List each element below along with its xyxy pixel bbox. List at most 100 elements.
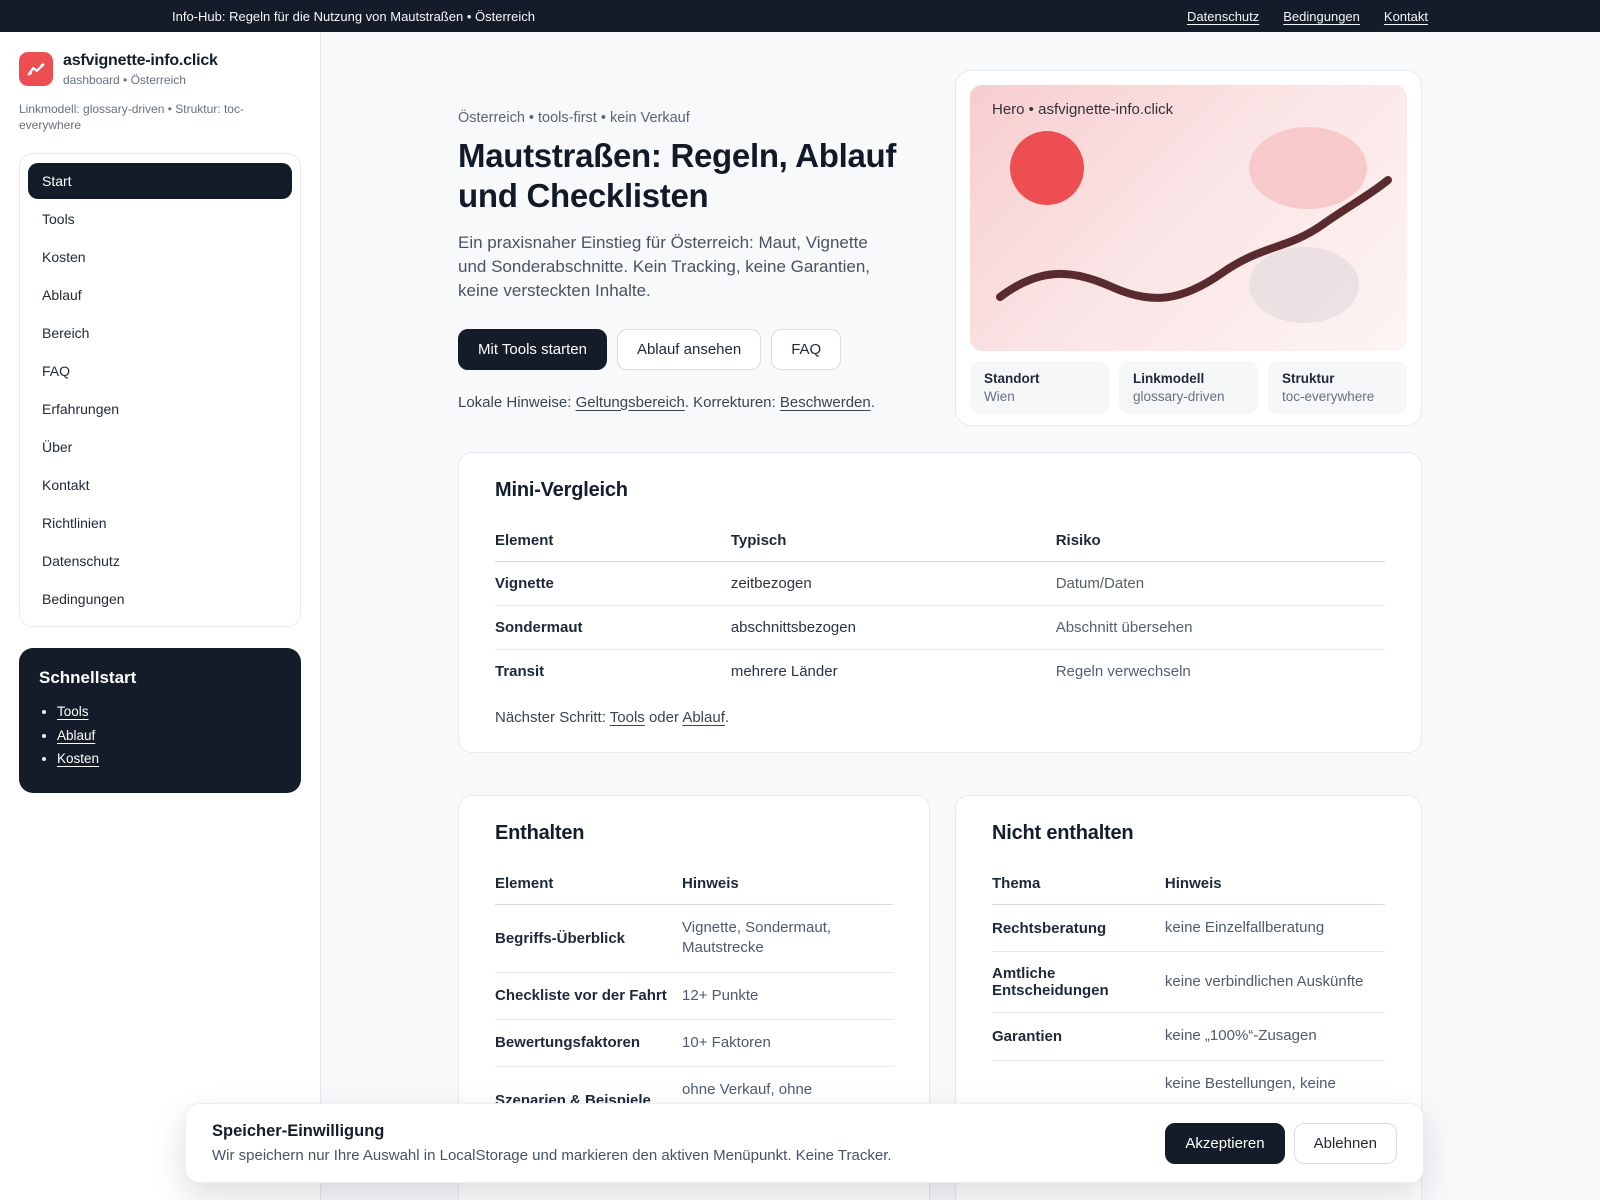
sidebar-item-über[interactable]: Über xyxy=(42,439,73,456)
table-cell: keine „100%“-Zusagen xyxy=(1164,1012,1385,1061)
enthalten-table: Element Hinweis Begriffs-Überblick Vignette… xyxy=(495,863,893,1200)
sidebar-nav: Start Tools Kosten Ablauf Bereich FAQ Erfahrun… xyxy=(19,153,301,628)
sidebar: asfvignette-info.click dashboard • Öster… xyxy=(0,32,321,1200)
consent-text: Wir speichern nur Ihre Auswahl in LocalS… xyxy=(212,1147,892,1164)
local-hints: Lokale Hinweise: Geltungsbereich. Korrek… xyxy=(458,394,920,411)
next-mid: oder xyxy=(644,709,683,726)
sidebar-item-ablauf[interactable]: Ablauf xyxy=(42,287,82,304)
table-cell: Regeln verwechseln xyxy=(1055,663,1191,680)
sidebar-item-tools[interactable]: Tools xyxy=(42,211,75,228)
sidebar-item-kontakt[interactable]: Kontakt xyxy=(42,477,90,494)
consent-banner: Speicher-Einwilligung Wir speichern nur … xyxy=(185,1103,1424,1183)
next-suffix: . xyxy=(724,709,730,726)
geltungsbereich-link[interactable]: Geltungsbereich xyxy=(575,393,685,411)
next-prefix: Nächster Schritt: xyxy=(495,709,610,726)
nicht-enthalten-title: Nicht enthalten xyxy=(992,822,1134,844)
intro-text: Ein praxisnaher Einstieg für Österreich:… xyxy=(458,233,871,301)
sidebar-item-bereich[interactable]: Bereich xyxy=(42,325,90,342)
ablauf-link[interactable]: Ablauf xyxy=(682,709,725,726)
table-cell: Checkliste vor der Fahrt xyxy=(495,972,683,1020)
beschwerden-link[interactable]: Beschwerden xyxy=(779,393,871,411)
table-row: Bewertungsfaktoren 10+ Faktoren xyxy=(495,1019,893,1068)
topbar-link-kontakt[interactable]: Kontakt xyxy=(1383,8,1428,24)
table-cell: Vignette xyxy=(495,561,731,606)
main: Österreich • tools-first • kein Verkauf … xyxy=(321,32,1600,1200)
sidebar-item-erfahrungen[interactable]: Erfahrungen xyxy=(42,401,120,418)
table-cell: keine Bestellungen, keine xyxy=(1164,1074,1336,1092)
view-ablauf-button[interactable]: Ablauf ansehen xyxy=(616,328,762,370)
table-cell: Garantien xyxy=(992,1012,1165,1061)
topbar-link-bedingungen[interactable]: Bedingungen xyxy=(1283,8,1360,24)
consent-title: Speicher-Einwilligung xyxy=(212,1122,385,1140)
quickstart-item: Ablauf xyxy=(57,724,281,748)
column-header-hinweis: Hinweis xyxy=(682,863,893,905)
quickstart-link-tools[interactable]: Tools xyxy=(57,704,89,720)
table-row: Garantien keine „100%“-Zusagen xyxy=(992,1012,1385,1061)
sidebar-item-richtlinien[interactable]: Richtlinien xyxy=(42,515,107,532)
brand-chart-icon xyxy=(19,52,53,86)
tools-link[interactable]: Tools xyxy=(609,709,645,726)
table-header-row: Element Typisch Risiko xyxy=(495,520,1385,562)
sidebar-item-faq[interactable]: FAQ xyxy=(42,363,71,380)
table-cell: 10+ Faktoren xyxy=(682,1019,893,1068)
enthalten-title: Enthalten xyxy=(495,822,585,844)
sidebar-item-bedingungen[interactable]: Bedingungen xyxy=(42,591,125,608)
hints-mid: . Korrekturen: xyxy=(684,393,780,411)
column-header-element: Element xyxy=(495,863,683,905)
table-cell: Bewertungsfaktoren xyxy=(495,1019,683,1068)
table-row: Transit mehrere Länder Regeln verwechseln xyxy=(495,650,1385,694)
stat-value: Wien xyxy=(984,389,1015,404)
next-step: Nächster Schritt: Tools oder Ablauf. xyxy=(495,709,1385,726)
stat-value: glossary-driven xyxy=(1133,389,1225,404)
sidebar-item-start[interactable]: Start xyxy=(28,163,292,200)
stat-label: Struktur xyxy=(1282,371,1335,386)
accept-button[interactable]: Akzeptieren xyxy=(1165,1122,1285,1164)
column-header-element: Element xyxy=(495,520,731,562)
quickstart-list: Tools Ablauf Kosten xyxy=(57,700,281,771)
sidebar-item-datenschutz[interactable]: Datenschutz xyxy=(42,553,120,570)
quickstart-link-kosten[interactable]: Kosten xyxy=(57,751,100,767)
hero-label: Hero • asfvignette-info.click xyxy=(992,101,1174,118)
hero-stat-struktur: Struktur toc-everywhere xyxy=(1268,361,1407,414)
column-header-typisch: Typisch xyxy=(730,520,1056,562)
table-cell: Sondermaut xyxy=(495,605,731,650)
table-cell: zeitbezogen xyxy=(730,561,1056,606)
faq-button[interactable]: FAQ xyxy=(771,328,842,370)
topbar-title: Info-Hub: Regeln für die Nutzung von Mau… xyxy=(172,8,535,24)
topbar: Info-Hub: Regeln für die Nutzung von Mau… xyxy=(0,0,1600,32)
consent-actions: Akzeptieren Ablehnen xyxy=(1165,1122,1397,1164)
table-row: Checkliste vor der Fahrt 12+ Punkte xyxy=(495,972,893,1020)
table-cell: 12+ Punkte xyxy=(682,972,893,1020)
stat-label: Linkmodell xyxy=(1133,371,1205,386)
table-cell: Vignette, Sondermaut, Mautstrecke xyxy=(682,904,893,973)
stat-label: Standort xyxy=(984,371,1040,386)
breadcrumb: Österreich • tools-first • kein Verkauf xyxy=(458,110,690,126)
table-cell: Rechtsberatung xyxy=(992,904,1165,953)
start-tools-button[interactable]: Mit Tools starten xyxy=(458,328,607,370)
table-row: Sondermaut abschnittsbezogen Abschnitt übe… xyxy=(495,605,1385,650)
column-header-thema: Thema xyxy=(992,863,1165,905)
table-row: keine Bestellungen, keine xyxy=(992,1060,1385,1107)
hints-suffix: . xyxy=(870,393,875,411)
mini-vergleich-table: Element Typisch Risiko Vignette zeitbezogen D… xyxy=(495,520,1385,693)
stat-value: toc-everywhere xyxy=(1282,389,1375,404)
table-cell: abschnittsbezogen xyxy=(730,605,1056,650)
hero-gray-blob xyxy=(1249,247,1359,323)
column-header-risiko: Risiko xyxy=(1055,520,1385,562)
brand: asfvignette-info.click dashboard • Öster… xyxy=(19,52,301,87)
topbar-link-datenschutz[interactable]: Datenschutz xyxy=(1187,8,1260,24)
hero-pink-blob xyxy=(1249,127,1367,209)
table-header-row: Thema Hinweis xyxy=(992,863,1385,905)
table-cell: keine verbindlichen Auskünfte xyxy=(1164,951,1385,1014)
hero-card: Hero • asfvignette-info.click Standort Wi… xyxy=(955,70,1422,426)
hero-squiggle-line xyxy=(996,176,1392,302)
mini-vergleich-title: Mini-Vergleich xyxy=(495,479,628,501)
sidebar-item-kosten[interactable]: Kosten xyxy=(42,249,86,266)
decline-button[interactable]: Ablehnen xyxy=(1293,1122,1397,1164)
hero-stat-standort: Standort Wien xyxy=(970,361,1109,414)
table-cell: Begriffs-Überblick xyxy=(495,904,683,973)
brand-name: asfvignette-info.click xyxy=(63,52,218,69)
table-row: Amtliche Entscheidungen keine verbindlich… xyxy=(992,951,1385,1014)
quickstart-link-ablauf[interactable]: Ablauf xyxy=(57,727,96,743)
nicht-enthalten-table: Thema Hinweis Rechtsberatung keine Einzelfa… xyxy=(992,863,1385,1107)
